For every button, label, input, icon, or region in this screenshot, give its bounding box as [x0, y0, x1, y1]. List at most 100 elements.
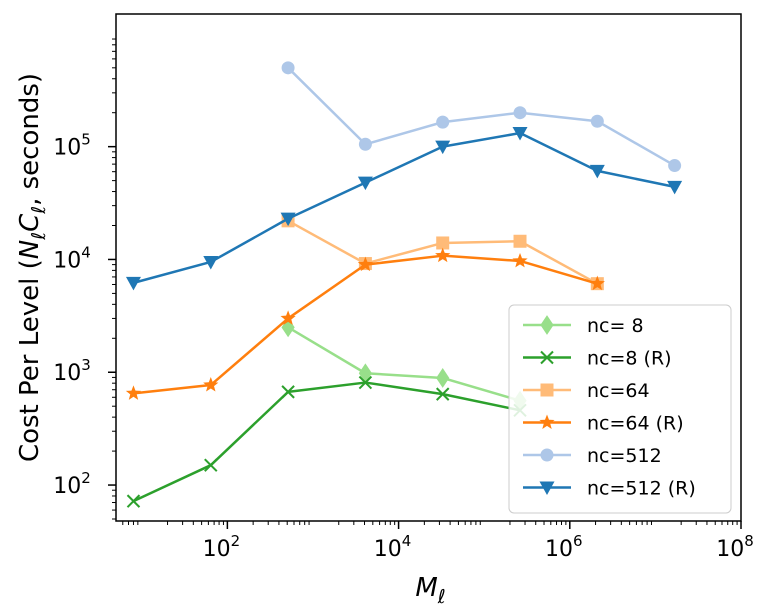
data-point-4-0 [281, 61, 295, 75]
minor-ticks [112, 38, 738, 525]
data-point-4-3 [513, 106, 527, 120]
x-tick-label-1: 104 [374, 532, 412, 562]
series-line-5 [133, 131, 675, 285]
legend-label-4: nc=512 [587, 445, 662, 467]
y-tick-base: 10 [53, 136, 81, 161]
x-tick-exp: 6 [573, 532, 583, 550]
y-axis-label-part-1: N [15, 240, 45, 259]
data-point-2-3 [513, 234, 527, 248]
data-point-1-2 [281, 385, 295, 399]
data-point-1-0-stroke-b [126, 494, 141, 508]
x-axis-label: Mℓ [415, 573, 445, 608]
data-point-3-5 [512, 252, 528, 268]
series-0 [281, 317, 527, 411]
y-axis-label-part-3: C [15, 213, 45, 232]
y-axis-label: Cost Per Level (NℓCℓ, seconds) [15, 73, 50, 462]
data-point-1-4-stroke-b [436, 387, 450, 401]
y-tick-base: 10 [53, 361, 81, 386]
x-tick-base: 10 [545, 537, 573, 562]
data-point-1-2-stroke-b [281, 385, 295, 399]
y-tick-label-2: 104 [53, 243, 91, 273]
series-3 [125, 247, 605, 400]
legend-item-3: nc=64 (R) [523, 413, 684, 435]
x-tick-label-0: 102 [203, 532, 241, 562]
data-point-1-1-stroke-b [204, 458, 218, 472]
legend-label-5: nc=512 (R) [587, 478, 696, 500]
data-point-5-7 [667, 180, 683, 195]
data-point-1-1 [204, 458, 218, 472]
data-point-4-1 [358, 137, 372, 151]
data-point-5-2 [280, 212, 296, 227]
legend-label-2: nc=64 [587, 380, 650, 402]
x-tick-exp: 4 [402, 532, 412, 550]
series-5 [125, 127, 683, 291]
y-axis-label-part-4: ℓ [28, 206, 50, 215]
x-tick-base: 10 [716, 537, 744, 562]
plot-frame [115, 13, 742, 522]
x-tick-exp: 8 [744, 532, 754, 550]
y-tick-label-0: 102 [53, 469, 91, 499]
y-tick-base: 10 [53, 248, 81, 273]
legend-item-5: nc=512 (R) [523, 478, 696, 500]
x-axis-label-sub: ℓ [437, 586, 446, 608]
series-4 [281, 61, 682, 173]
data-point-1-3-stroke-b [358, 375, 373, 390]
legend-marker-4 [540, 448, 554, 462]
y-tick-label-3: 105 [53, 131, 91, 161]
legend-marker-5 [539, 481, 555, 495]
data-point-5-4 [435, 140, 451, 155]
series-line-0 [287, 326, 521, 402]
data-point-3-2 [280, 310, 296, 325]
y-tick-exp: 4 [81, 243, 91, 261]
data-point-4-4 [590, 114, 604, 128]
legend-item-1: nc=8 (R) [523, 348, 672, 370]
data-point-2-2 [436, 236, 450, 250]
data-point-5-3 [357, 176, 373, 191]
x-tick-exp: 2 [231, 532, 241, 550]
legend-marker-1-stroke-b [540, 350, 554, 365]
legend-item-0: nc= 8 [523, 315, 644, 337]
y-tick-base: 10 [53, 474, 81, 499]
data-point-1-0 [126, 494, 141, 508]
y-tick-exp: 2 [81, 469, 91, 487]
legend-label-0: nc= 8 [587, 315, 644, 337]
legend-label-3: nc=64 (R) [587, 413, 684, 435]
y-tick-label-1: 103 [53, 356, 91, 386]
x-tick-label-3: 108 [716, 532, 754, 562]
x-tick-base: 10 [374, 537, 402, 562]
series-1 [126, 375, 527, 508]
data-point-3-1 [203, 377, 219, 392]
data-point-3-3 [357, 256, 374, 272]
legend-item-2: nc=64 [523, 380, 650, 402]
data-point-5-5 [512, 127, 528, 141]
series-line-1 [132, 381, 521, 503]
legend-marker-2 [540, 383, 554, 397]
y-tick-exp: 3 [81, 356, 91, 374]
data-point-5-0 [125, 276, 141, 291]
data-point-3-4 [435, 247, 451, 263]
y-axis-label-part-2: ℓ [28, 232, 50, 241]
data-point-1-3 [358, 375, 373, 390]
series-line-4 [287, 66, 676, 167]
data-point-1-4 [436, 387, 450, 401]
data-point-3-6 [589, 275, 605, 291]
x-axis-label-main: M [415, 573, 437, 603]
y-tick-exp: 5 [81, 131, 91, 149]
data-point-4-2 [436, 115, 450, 129]
y-axis-label-part-0: Cost Per Level ( [15, 259, 45, 462]
legend-marker-1 [540, 350, 554, 365]
legend-marker-3 [539, 414, 555, 429]
x-tick-label-2: 106 [545, 532, 583, 562]
data-point-3-0 [125, 385, 142, 400]
data-point-5-6 [589, 164, 605, 179]
y-axis-label-part-5: , seconds) [15, 73, 45, 206]
x-tick-base: 10 [203, 537, 231, 562]
legend-item-4: nc=512 [523, 445, 662, 467]
data-point-5-1 [203, 255, 219, 270]
data-point-0-2 [436, 368, 450, 388]
legend-label-1: nc=8 (R) [587, 348, 672, 370]
data-point-4-5 [668, 159, 682, 173]
legend-marker-0 [540, 315, 554, 335]
